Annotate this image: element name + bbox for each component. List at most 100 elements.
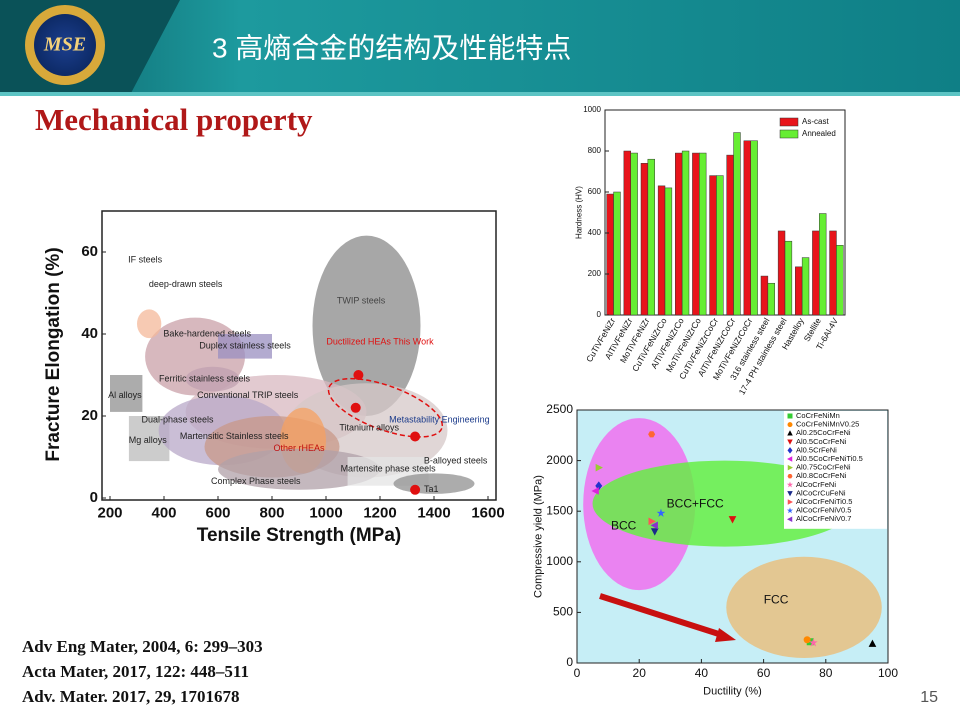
- reference: Acta Mater, 2017, 122: 448–511: [22, 662, 249, 681]
- annotation: Dual-phase steels: [141, 414, 214, 424]
- annotation: Metastability Engineering: [389, 414, 490, 424]
- chart: CuTiVFeNiZrAlTiVFeNiZrMoTiVFeNiZrCuTiVFe…: [575, 105, 846, 396]
- x-tick-label: 80: [819, 666, 833, 680]
- legend-marker: [787, 516, 793, 522]
- bar: [795, 266, 803, 316]
- legend-marker: [787, 499, 793, 505]
- annotation: BCC+FCC: [667, 496, 724, 510]
- annotation: Complex Phase steels: [211, 476, 301, 486]
- legend-marker: [787, 422, 793, 428]
- annotation: Ferritic stainless steels: [159, 373, 251, 383]
- legend-marker: [786, 481, 794, 488]
- annotation: Titanium alloys: [339, 423, 399, 433]
- bar: [699, 152, 707, 316]
- legend-swatch: [779, 117, 799, 127]
- point: [803, 636, 811, 644]
- bar: [829, 230, 837, 316]
- point: [648, 431, 656, 438]
- legend-marker: [787, 456, 793, 462]
- legend-label: AlCoCrFeNiV0.7: [796, 514, 851, 523]
- subtitle: Mechanical property: [35, 102, 313, 137]
- legend-label: As-cast: [802, 117, 829, 126]
- x-axis-label: Tensile Strength (MPa): [197, 525, 401, 546]
- x-tick-label: 0: [574, 666, 581, 680]
- bar: [709, 175, 717, 316]
- bar: [623, 150, 631, 316]
- x-tick-label: 1000: [309, 504, 342, 521]
- x-tick-label: 200: [97, 504, 122, 521]
- bar: [801, 257, 810, 316]
- legend-label: CoCrFeNiMn: [796, 411, 840, 420]
- legend-marker: [786, 507, 794, 514]
- x-tick-label: 20: [633, 666, 647, 680]
- bar: [819, 213, 827, 316]
- legend-label: AlCoCrFeNiTi0.5: [796, 497, 852, 506]
- y-tick-label: 1000: [546, 554, 573, 568]
- y-tick-label: 500: [553, 605, 573, 619]
- legend-label: Al0.8CoCrFeNi: [796, 471, 847, 480]
- x-tick-label: 800: [259, 504, 284, 521]
- y-tick-label: 0: [566, 655, 573, 669]
- y-axis-label: Compressive yield (MPa): [533, 475, 545, 598]
- charts: IF steels deep-drawn steels Bake-hardened …: [43, 105, 898, 698]
- x-axis-label: Ductility (%): [703, 686, 762, 698]
- legend-marker: [787, 491, 793, 497]
- y-tick-label: 20: [81, 407, 98, 424]
- y-tick-label: 1500: [546, 503, 573, 517]
- bar: [836, 245, 844, 316]
- bar: [760, 275, 769, 316]
- annotation: Conventional TRIP steels: [197, 390, 299, 400]
- y-tick-label: 400: [588, 228, 602, 237]
- x-tick-label: 100: [878, 666, 898, 680]
- annotation: Al alloys: [108, 390, 142, 400]
- bar: [640, 163, 649, 316]
- legend-marker: [787, 464, 793, 471]
- y-tick-label: 800: [588, 146, 602, 155]
- x-tick-label: 400: [151, 504, 176, 521]
- bar: [750, 140, 758, 316]
- point: [650, 528, 659, 536]
- logo-text: MSE: [43, 34, 86, 56]
- y-tick-label: 0: [90, 489, 98, 506]
- page-number: 15: [920, 689, 938, 706]
- logo-disc: [34, 14, 96, 76]
- legend-label: Al0.75CoCrFeNi: [796, 463, 851, 472]
- slide-title: 3 高熵合金的结构及性能特点: [212, 32, 571, 63]
- legend-marker: [787, 439, 793, 445]
- legend-marker: [787, 474, 793, 479]
- legend-label: CoCrFeNiMnV0.25: [796, 420, 859, 429]
- bar: [606, 193, 614, 316]
- chart: BCCBCC+FCCFCCCoCrFeNiMnCoCrFeNiMnV0.25Al…: [533, 402, 899, 698]
- legend-label: AlCoCrCuFeNi: [796, 488, 846, 497]
- point: [648, 517, 656, 526]
- region: [726, 556, 882, 658]
- bar: [726, 154, 734, 316]
- legend-swatch: [779, 129, 799, 139]
- trend-arrow: [599, 593, 736, 642]
- legend-label: Al0.5CrFeNi: [796, 445, 837, 454]
- y-axis-label: Hardness (HV): [575, 186, 584, 239]
- annotation: deep-drawn steels: [149, 279, 223, 289]
- bar: [767, 282, 775, 316]
- point: [591, 487, 599, 495]
- bar: [664, 187, 673, 316]
- chart: IF steels deep-drawn steels Bake-hardened …: [43, 210, 505, 546]
- region: [185, 366, 240, 392]
- y-tick-label: 1000: [583, 105, 601, 114]
- point: [728, 516, 737, 524]
- reference: Adv. Mater. 2017, 29, 1701678: [22, 687, 240, 706]
- legend-box: [784, 411, 887, 529]
- region: [110, 375, 143, 412]
- x-tick-label: 1200: [363, 504, 396, 521]
- x-tick-label: 60: [757, 666, 771, 680]
- region: [137, 309, 162, 339]
- legend-label: Annealed: [802, 129, 836, 138]
- point: [410, 484, 421, 495]
- legend-label: Al0.5CoCrFeNi: [796, 437, 847, 446]
- bar: [812, 230, 820, 316]
- annotation: Mg alloys: [129, 435, 168, 445]
- bar: [692, 152, 700, 316]
- annotation: Bake-hardened steels: [163, 328, 251, 338]
- header-rule: [0, 92, 960, 96]
- annotation: Other rHEAs: [273, 443, 325, 453]
